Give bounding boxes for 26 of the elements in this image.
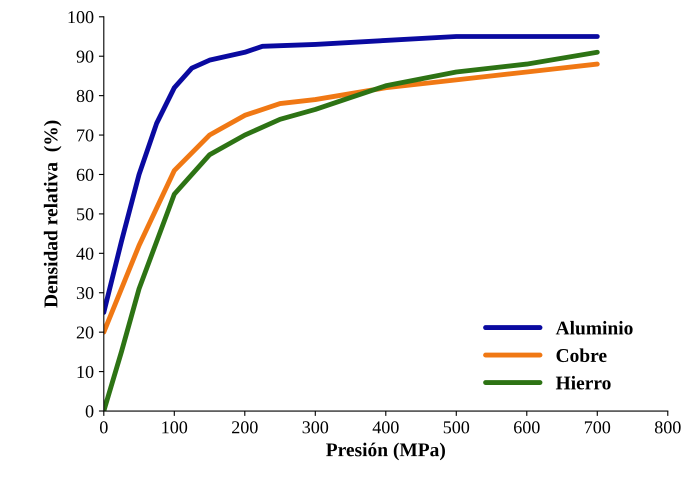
y-tick-label: 20 bbox=[76, 326, 94, 339]
x-tick-label: 100 bbox=[162, 421, 188, 434]
y-tick-label: 70 bbox=[77, 129, 94, 142]
x-tick-label: 500 bbox=[444, 421, 470, 434]
y-tick-label: 90 bbox=[76, 50, 94, 63]
y-tick-label: 60 bbox=[76, 168, 94, 181]
y-axis-title: Densidad relativa (%) bbox=[44, 120, 62, 308]
legend-label: Cobre bbox=[556, 348, 607, 362]
legend-label: Hierro bbox=[556, 376, 611, 390]
x-tick-label: 0 bbox=[100, 421, 108, 434]
y-tick-label: 80 bbox=[76, 90, 94, 102]
legend-label: Aluminio bbox=[556, 320, 633, 335]
x-axis-title: Presión (MPa) bbox=[326, 442, 445, 460]
x-tick-label: 400 bbox=[372, 421, 399, 434]
x-tick-label: 800 bbox=[654, 421, 681, 434]
y-tick-label: 100 bbox=[68, 11, 94, 24]
x-tick-label: 600 bbox=[514, 421, 540, 434]
line-series bbox=[104, 34, 600, 315]
y-tick-label: 0 bbox=[86, 405, 94, 418]
x-tick-label: 300 bbox=[302, 421, 328, 434]
y-tick-label: 30 bbox=[76, 287, 94, 300]
x-tick-label: 200 bbox=[232, 421, 258, 434]
y-tick-label: 10 bbox=[78, 366, 94, 378]
y-tick-label: 50 bbox=[77, 208, 94, 220]
x-tick-label: 700 bbox=[584, 421, 610, 434]
y-tick-label: 40 bbox=[76, 248, 94, 260]
